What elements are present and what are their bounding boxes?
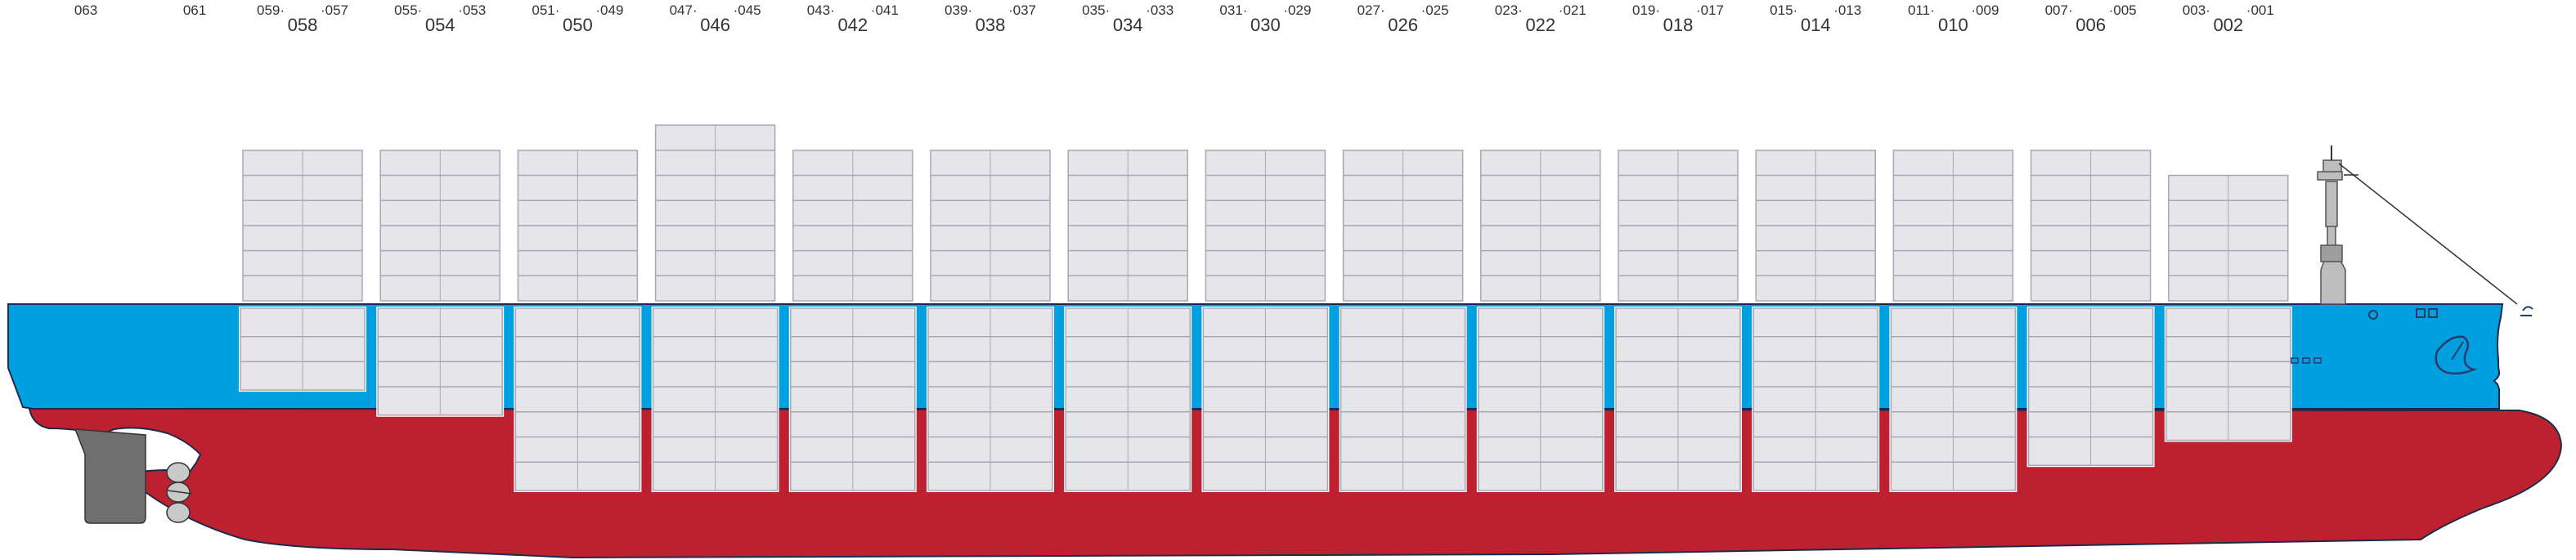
propeller-icon: [166, 462, 193, 523]
rudder-icon: [74, 428, 146, 524]
bay-label-right: ·017: [1696, 2, 1724, 18]
hold-stack: [1476, 307, 1604, 492]
hold-stack: [1614, 307, 1742, 492]
stern-label-061: 061: [183, 2, 206, 18]
hold-stack: [788, 307, 917, 492]
hold-stack: [514, 307, 642, 492]
bay-label-right: ·049: [595, 2, 623, 18]
bay-label-left: 031·: [1219, 2, 1247, 18]
deck-stack: [1755, 150, 1876, 302]
hold-stack: [651, 307, 779, 492]
bay-label-main: 002: [2213, 15, 2243, 35]
bay-label-main: 038: [976, 15, 1006, 35]
hold-stack: [1752, 307, 1880, 492]
deck-stack: [1342, 150, 1464, 302]
bay-label-right: ·045: [734, 2, 761, 18]
bay-label-left: 011·: [1908, 2, 1935, 18]
bay-label-left: 023·: [1495, 2, 1523, 18]
hold-stack: [927, 307, 1054, 492]
bay-label-left: 043·: [807, 2, 835, 18]
deck-stack: [1067, 150, 1188, 302]
bay-label-left: 051·: [532, 2, 559, 18]
bay-label-left: 047·: [670, 2, 698, 18]
bay-label-main: 046: [700, 15, 730, 35]
deck-stack: [2168, 174, 2289, 302]
anchor-icon: [2368, 306, 2533, 320]
bay-label-right: ·041: [871, 2, 899, 18]
bay-label-left: 019·: [1632, 2, 1660, 18]
deck-stack: [242, 150, 363, 302]
bay-label-right: ·037: [1008, 2, 1036, 18]
bay-label-main: 054: [425, 15, 456, 35]
bay-label-right: ·001: [2246, 2, 2274, 18]
deck-stack: [1480, 150, 1601, 302]
bay-label-right: ·033: [1146, 2, 1174, 18]
bay-label-main: 014: [1801, 15, 1831, 35]
bay-label-left: 059·: [257, 2, 285, 18]
container-stacks: [239, 124, 2292, 492]
bay-label-main: 058: [288, 15, 318, 35]
deck-stack: [1618, 150, 1739, 302]
bay-label-main: 030: [1250, 15, 1281, 35]
deck-stack: [379, 150, 500, 302]
bay-label-main: 034: [1113, 15, 1143, 35]
bay-label-main: 026: [1388, 15, 1418, 35]
bay-label-right: ·021: [1559, 2, 1586, 18]
bay-label-main: 018: [1663, 15, 1694, 35]
bulbous-bow-icon: [2435, 335, 2477, 375]
deck-stack: [930, 150, 1051, 302]
hold-stack: [376, 307, 505, 417]
draft-marks: [2291, 357, 2322, 364]
hold-stack: [1064, 307, 1192, 492]
deck-stack: [2030, 150, 2152, 302]
hold-stack: [239, 307, 366, 392]
bay-label-right: ·057: [321, 2, 348, 18]
bay-label-right: ·009: [1971, 2, 1999, 18]
deck-stack: [792, 150, 913, 302]
hold-stack: [1339, 307, 1467, 492]
hold-stack: [1889, 307, 2017, 492]
bay-label-right: ·025: [1421, 2, 1449, 18]
deck-stack: [654, 124, 776, 302]
bay-label-right: ·013: [1833, 2, 1861, 18]
deck-stack: [1205, 150, 1326, 302]
bay-label-right: ·029: [1283, 2, 1311, 18]
hold-stack: [2026, 307, 2155, 468]
deck-stack: [517, 150, 639, 302]
bay-label-right: ·053: [458, 2, 486, 18]
bay-label-left: 007·: [2045, 2, 2073, 18]
hold-stack: [2164, 307, 2292, 442]
bay-label-left: 035·: [1082, 2, 1110, 18]
bay-label-left: 027·: [1358, 2, 1385, 18]
bow-details: [2291, 146, 2533, 375]
bay-label-main: 006: [2076, 15, 2106, 35]
bay-label-right: ·005: [2109, 2, 2137, 18]
bay-label-left: 015·: [1770, 2, 1797, 18]
bay-label-left: 003·: [2183, 2, 2210, 18]
bay-label-main: 022: [1525, 15, 1555, 35]
stern-label-063: 063: [74, 2, 97, 18]
hold-stack: [1201, 307, 1330, 492]
bay-label-left: 055·: [394, 2, 422, 18]
bay-label-main: 042: [837, 15, 868, 35]
mast-icon: [2317, 146, 2518, 305]
bay-label-left: 039·: [945, 2, 972, 18]
bay-label-main: 010: [1938, 15, 1968, 35]
stern-gear: [74, 428, 193, 524]
bay-label-main: 050: [563, 15, 593, 35]
deck-stack: [1892, 150, 2014, 302]
